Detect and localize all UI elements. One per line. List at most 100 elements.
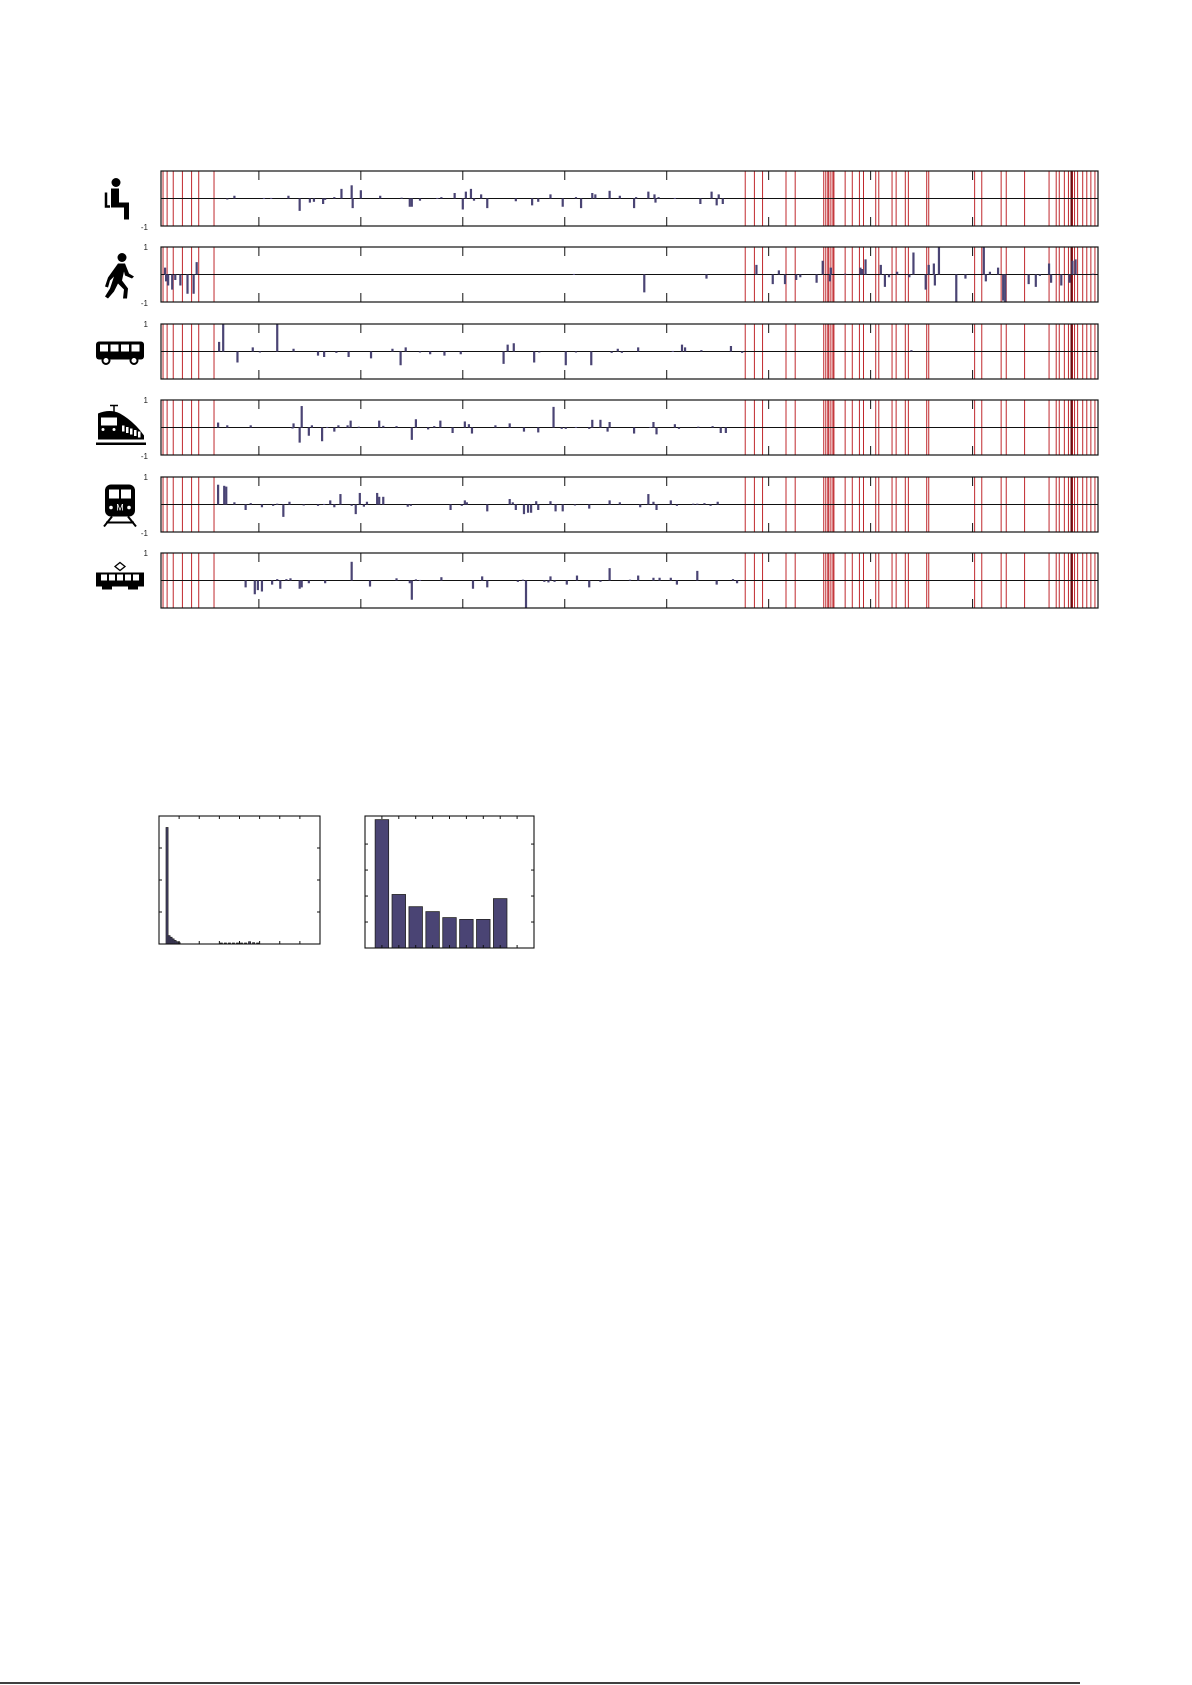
bar [724,427,727,433]
bar [418,198,422,201]
bar [588,504,591,509]
bar [362,504,365,507]
bar [588,427,591,429]
bar [574,426,578,428]
bar [463,421,466,428]
bar [721,198,724,204]
bar [233,502,236,505]
icon-window [109,489,119,499]
bar [433,426,436,428]
bar [637,575,640,581]
bar [400,197,403,199]
bar [579,198,583,209]
icon-window [125,574,131,581]
bar [167,274,170,286]
bar [440,577,443,581]
bar [365,501,369,505]
bar [486,504,489,512]
bar [655,504,658,510]
bar [436,197,439,199]
bar [1047,263,1051,275]
bar [530,504,533,513]
bar [927,264,930,275]
bar [323,503,326,505]
bar [599,580,602,582]
bar [932,263,935,275]
bar [799,274,802,278]
icon-metro-letter: M [116,503,124,513]
bar [451,427,454,433]
tram-icon [96,561,144,590]
bar [508,499,511,505]
bar [276,579,279,581]
icon-light [109,505,113,510]
bar [480,194,483,199]
bar [449,504,452,510]
bar [218,341,221,352]
bar [669,577,672,581]
bar [700,350,703,352]
bar [887,274,891,278]
bar [379,195,382,199]
panel-1: -1 [141,170,1099,232]
bar [410,198,413,207]
bar [647,191,650,199]
panel-6: 1 [144,549,1099,609]
bar [618,502,621,505]
histogram-bar [425,911,440,949]
bar [549,194,552,199]
bar [298,198,301,211]
histogram-bar [476,919,491,949]
icon-window [126,427,129,433]
bar [340,188,343,199]
icon-body [111,188,129,220]
bar [984,274,987,282]
icon-window [134,430,137,436]
panel-frame [160,170,1099,227]
bar [988,271,992,275]
icon-window [138,431,141,438]
bar [335,351,338,353]
bar [533,351,536,363]
metro-icon: M [103,484,137,528]
bar [531,198,534,206]
bar [323,351,326,357]
bar [391,348,394,352]
bar [464,191,467,199]
bar [333,197,336,199]
bar [347,351,350,357]
panel-3: 1 [144,320,1099,380]
bar [741,351,744,353]
histogram-bar [165,827,169,945]
bar [861,269,864,275]
bar [844,273,847,275]
bar [382,496,385,505]
bar [683,347,687,352]
bar [378,496,381,505]
bar [573,504,577,506]
bar [378,420,381,428]
bar [324,580,327,584]
bar [554,504,557,512]
bar [910,350,913,352]
bar [565,580,568,585]
histogram-bar [391,894,406,949]
bar [346,425,349,428]
bar [620,351,623,353]
y-tick-label-bottom: -1 [141,299,149,308]
bar [249,503,252,505]
bar [896,271,899,275]
bar [859,267,862,275]
bar [606,427,609,432]
bar [354,504,357,515]
bar [564,351,567,366]
bar [285,579,288,581]
bar [339,494,342,505]
bar [174,274,177,280]
icon-window [122,425,125,432]
bar [418,351,422,353]
bar [460,504,463,506]
bar [249,425,252,428]
bar [260,504,264,508]
bar [680,344,684,352]
